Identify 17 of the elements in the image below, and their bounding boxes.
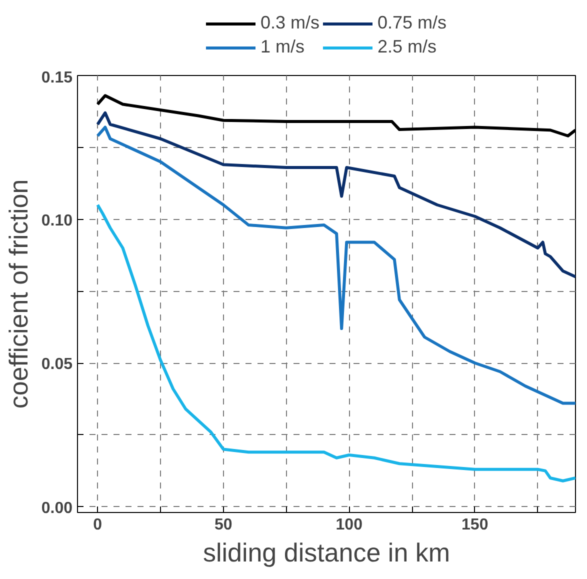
x-tick-label: 150 bbox=[462, 516, 488, 534]
x-tick-label: 100 bbox=[336, 516, 363, 534]
line-series bbox=[96, 203, 576, 482]
line-series bbox=[96, 126, 576, 405]
y-tick-label: 0.10 bbox=[41, 212, 73, 230]
x-tick-label: 50 bbox=[214, 516, 232, 534]
legend-label: 2.5 m/s bbox=[378, 36, 437, 58]
y-tick-label: 0.00 bbox=[41, 500, 73, 517]
legend-label: 0.3 m/s bbox=[260, 12, 320, 34]
y-tick-label: 0.05 bbox=[41, 356, 73, 373]
legend-label: 1 m/s bbox=[260, 36, 304, 58]
line-series bbox=[96, 111, 576, 278]
y-axis-title: coefficient of friction bbox=[3, 179, 34, 409]
y-tick-label: 0.15 bbox=[41, 70, 73, 86]
legend-label: 0.75 m/s bbox=[378, 12, 447, 34]
x-tick-label: 0 bbox=[93, 516, 102, 534]
x-axis-title: sliding distance in km bbox=[202, 538, 450, 568]
